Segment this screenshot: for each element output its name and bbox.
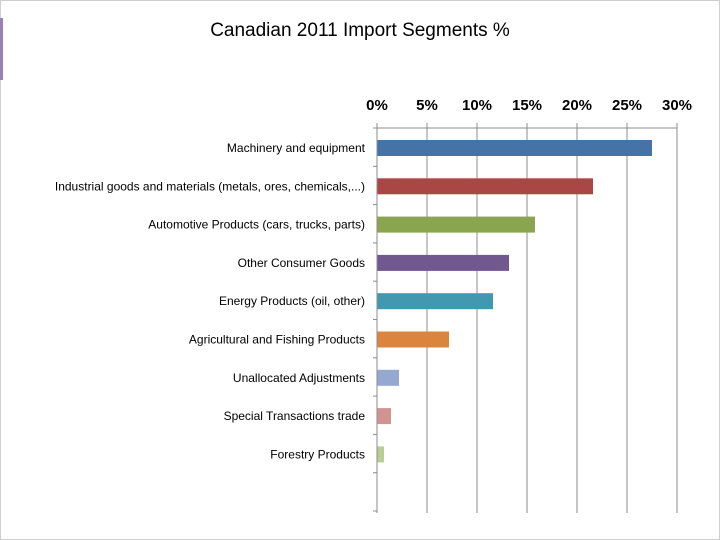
bar-7 xyxy=(377,369,399,386)
category-label: Other Consumer Goods xyxy=(238,256,365,270)
bars xyxy=(377,140,652,463)
chart-title: Canadian 2011 Import Segments % xyxy=(210,20,510,41)
x-tick-labels: 0% 5% 10% 15% 20% 25% 30% xyxy=(366,97,692,114)
x-tick-label: 30% xyxy=(662,97,692,114)
category-label: Agricultural and Fishing Products xyxy=(189,333,365,347)
x-tick-label: 0% xyxy=(366,97,388,114)
x-tick-label: 15% xyxy=(512,97,542,114)
x-tick-label: 5% xyxy=(416,97,438,114)
category-labels: Machinery and equipment Industrial goods … xyxy=(55,141,366,461)
category-label: Energy Products (oil, other) xyxy=(219,294,365,308)
bar-4 xyxy=(377,254,509,271)
bar-1 xyxy=(377,140,652,156)
bar-3 xyxy=(377,216,535,233)
category-label: Special Transactions trade xyxy=(224,409,366,423)
bar-6 xyxy=(377,331,449,348)
bar-5 xyxy=(377,293,493,310)
left-accent-bar xyxy=(0,18,3,80)
category-label: Automotive Products (cars, trucks, parts… xyxy=(148,218,365,232)
bar-8 xyxy=(377,408,391,425)
category-label: Industrial goods and materials (metals, … xyxy=(55,179,365,193)
bar-9 xyxy=(377,446,384,463)
x-tick-label: 25% xyxy=(612,97,642,114)
category-label: Forestry Products xyxy=(270,447,365,461)
bar-2 xyxy=(377,178,593,195)
category-label: Machinery and equipment xyxy=(227,141,366,155)
category-label: Unallocated Adjustments xyxy=(233,371,365,385)
axes xyxy=(373,127,677,513)
x-tick-label: 10% xyxy=(462,97,492,114)
x-tick-label: 20% xyxy=(562,97,592,114)
